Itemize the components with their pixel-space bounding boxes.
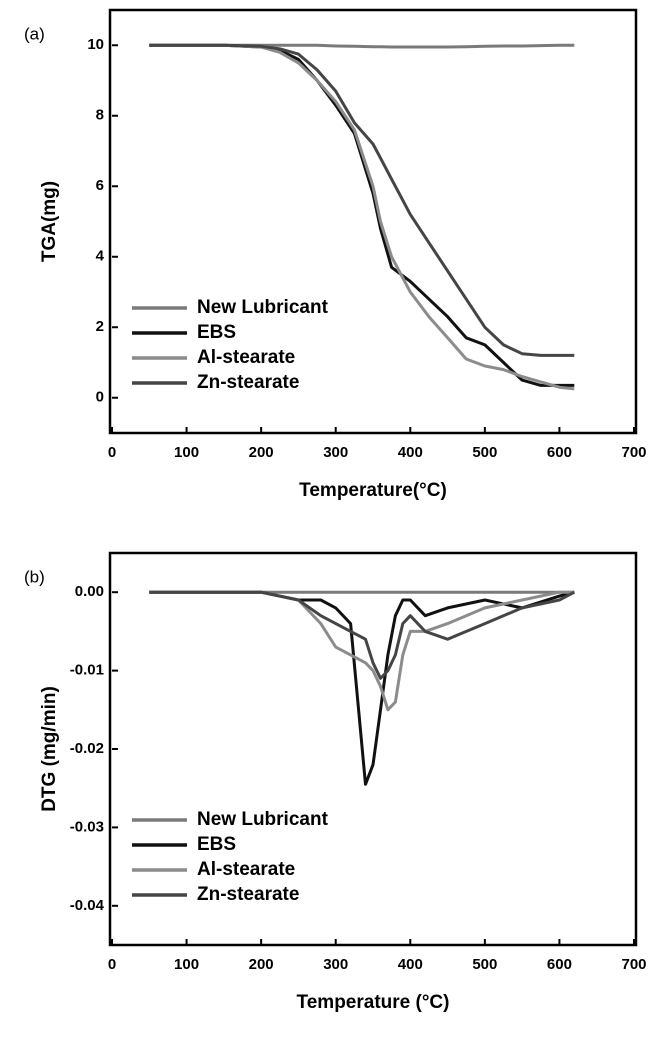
x-axis-label: Temperature(°C) — [299, 480, 447, 501]
x-tick-label: 600 — [547, 956, 572, 973]
series-line — [149, 590, 575, 680]
legend-label: New Lubricant — [197, 297, 329, 318]
series-line — [149, 590, 575, 786]
x-tick-label: 400 — [398, 444, 423, 461]
y-tick-label: 0 — [96, 389, 104, 406]
legend-label: New Lubricant — [197, 809, 329, 830]
x-tick-label: 600 — [547, 444, 572, 461]
y-tick-label: -0.02 — [70, 740, 104, 757]
series-line — [149, 43, 575, 357]
panel-label: (a) — [24, 24, 45, 43]
x-tick-label: 200 — [249, 956, 274, 973]
x-axis-label: Temperature (°C) — [297, 992, 450, 1013]
x-tick-label: 500 — [472, 444, 497, 461]
legend-label: EBS — [197, 322, 236, 343]
x-tick-label: 300 — [323, 444, 348, 461]
plot-frame — [108, 551, 638, 947]
x-tick-label: 700 — [621, 444, 646, 461]
y-axis-label: TGA(mg) — [39, 181, 60, 262]
x-tick-label: 700 — [621, 956, 646, 973]
plot-frame — [108, 8, 638, 435]
series-line — [149, 43, 575, 391]
series-line — [149, 43, 575, 49]
x-tick-label: 0 — [108, 956, 116, 973]
x-tick-label: 400 — [398, 956, 423, 973]
legend-label: EBS — [197, 834, 236, 855]
legend-label: Zn-stearate — [197, 372, 299, 393]
y-tick-label: -0.04 — [70, 897, 105, 914]
y-tick-label: 4 — [96, 248, 105, 265]
y-axis-label: DTG (mg/min) — [39, 686, 60, 812]
y-tick-label: -0.03 — [70, 818, 104, 835]
x-tick-label: 300 — [323, 956, 348, 973]
series-line — [149, 590, 575, 712]
x-tick-label: 0 — [108, 444, 116, 461]
x-tick-label: 100 — [174, 956, 199, 973]
y-tick-label: 2 — [96, 318, 104, 335]
legend-label: Zn-stearate — [197, 884, 299, 905]
y-tick-label: -0.01 — [70, 662, 104, 679]
legend-label: Al-stearate — [197, 859, 295, 880]
y-tick-label: 0.00 — [75, 583, 104, 600]
x-tick-label: 100 — [174, 444, 199, 461]
panel-label: (b) — [24, 567, 45, 586]
legend-label: Al-stearate — [197, 347, 295, 368]
y-tick-label: 6 — [96, 177, 104, 194]
x-tick-label: 500 — [472, 956, 497, 973]
y-tick-label: 10 — [87, 36, 104, 53]
y-tick-label: 8 — [96, 107, 104, 124]
x-tick-label: 200 — [249, 444, 274, 461]
